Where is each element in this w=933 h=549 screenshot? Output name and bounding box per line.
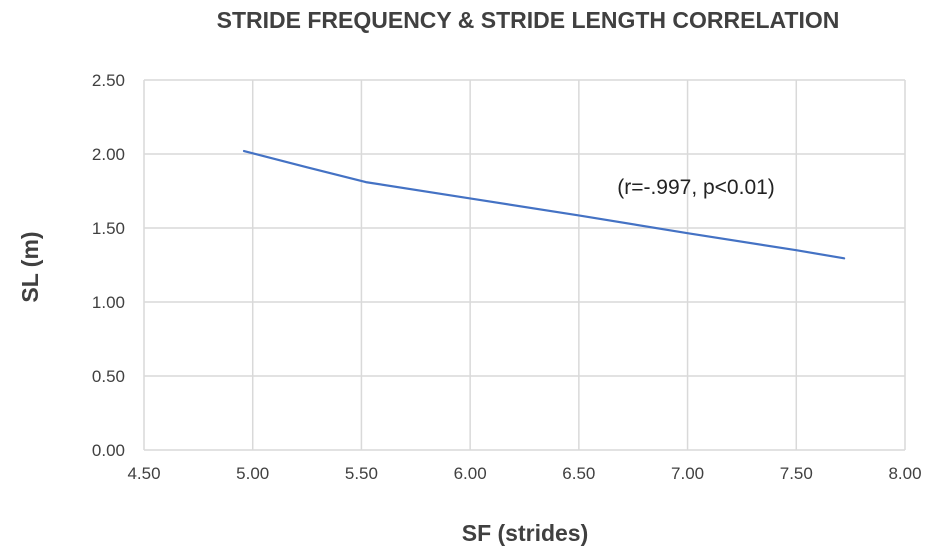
x-tick-label: 5.50: [345, 464, 378, 483]
x-tick-label: 7.00: [671, 464, 704, 483]
x-axis-title: SF (strides): [462, 520, 589, 546]
y-tick-label: 0.00: [92, 441, 125, 460]
series-layer: [242, 149, 846, 260]
x-tick-label: 6.00: [454, 464, 487, 483]
x-tick-label: 5.00: [236, 464, 269, 483]
y-tick-label: 1.50: [92, 219, 125, 238]
y-tick-label: 2.50: [92, 71, 125, 90]
series-line: [242, 149, 846, 260]
chart-title: STRIDE FREQUENCY & STRIDE LENGTH CORRELA…: [217, 7, 840, 33]
y-axis-title: SL (m): [17, 231, 43, 302]
x-tick-label: 8.00: [888, 464, 921, 483]
x-tick-label: 7.50: [780, 464, 813, 483]
y-tick-labels: 0.00 0.50 1.00 1.50 2.00 2.50: [92, 71, 125, 460]
y-tick-label: 1.00: [92, 293, 125, 312]
x-tick-labels: 4.50 5.00 5.50 6.00 6.50 7.00 7.50 8.00: [127, 464, 921, 483]
y-tick-label: 0.50: [92, 367, 125, 386]
correlation-annotation: (r=-.997, p<0.01): [617, 176, 775, 199]
x-tick-label: 4.50: [127, 464, 160, 483]
x-tick-label: 6.50: [562, 464, 595, 483]
y-tick-label: 2.00: [92, 145, 125, 164]
gridlines: [143, 79, 906, 451]
